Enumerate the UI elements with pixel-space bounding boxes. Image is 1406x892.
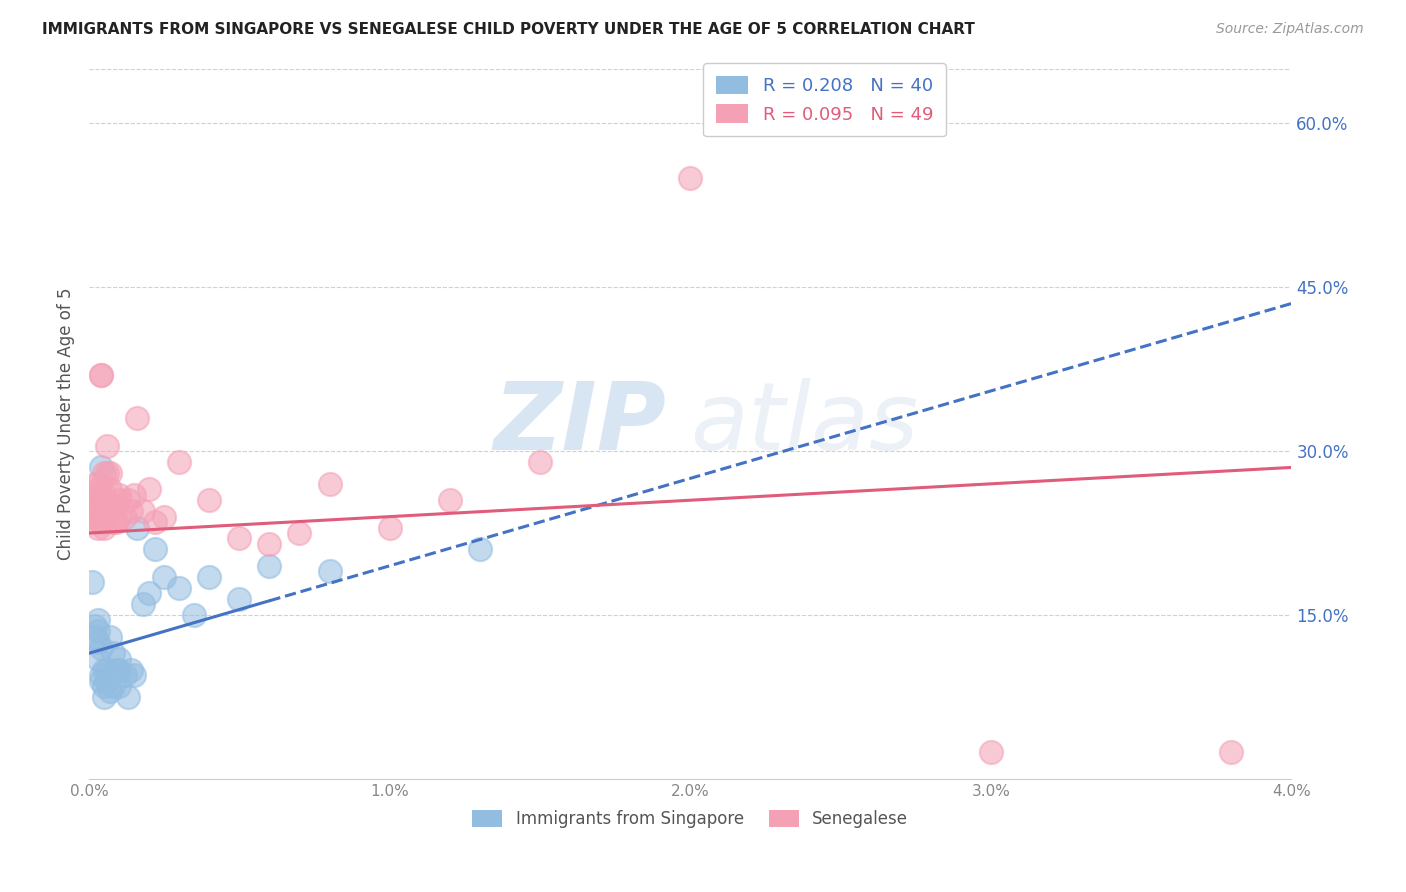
Point xyxy=(529,455,551,469)
Point xyxy=(96,673,118,688)
Point xyxy=(259,537,281,551)
Point xyxy=(90,673,112,688)
Point xyxy=(90,515,112,529)
Point xyxy=(117,493,139,508)
Point xyxy=(84,488,107,502)
Point xyxy=(96,466,118,480)
Point xyxy=(98,684,121,698)
Point xyxy=(84,499,107,513)
Point xyxy=(90,368,112,382)
Point xyxy=(132,504,155,518)
Point xyxy=(93,488,115,502)
Legend: Immigrants from Singapore, Senegalese: Immigrants from Singapore, Senegalese xyxy=(465,803,915,835)
Point xyxy=(90,668,112,682)
Point xyxy=(93,520,115,534)
Point xyxy=(101,646,124,660)
Point xyxy=(120,663,142,677)
Text: Source: ZipAtlas.com: Source: ZipAtlas.com xyxy=(1216,22,1364,37)
Point xyxy=(127,411,149,425)
Point xyxy=(93,663,115,677)
Point xyxy=(153,509,176,524)
Point xyxy=(90,368,112,382)
Point xyxy=(138,586,160,600)
Point xyxy=(138,483,160,497)
Point xyxy=(120,504,142,518)
Point xyxy=(80,515,103,529)
Point xyxy=(90,640,112,655)
Point xyxy=(114,668,136,682)
Point xyxy=(679,170,702,185)
Point xyxy=(288,526,311,541)
Point xyxy=(87,504,110,518)
Point xyxy=(96,663,118,677)
Point xyxy=(198,570,221,584)
Point xyxy=(84,476,107,491)
Point xyxy=(80,575,103,590)
Point xyxy=(93,679,115,693)
Point xyxy=(132,597,155,611)
Point xyxy=(108,651,131,665)
Point xyxy=(87,635,110,649)
Point xyxy=(84,630,107,644)
Point xyxy=(117,690,139,704)
Point xyxy=(90,493,112,508)
Point xyxy=(980,745,1002,759)
Point xyxy=(98,630,121,644)
Point xyxy=(80,509,103,524)
Point xyxy=(228,532,250,546)
Point xyxy=(101,679,124,693)
Point xyxy=(98,483,121,497)
Point xyxy=(153,570,176,584)
Point xyxy=(108,493,131,508)
Point xyxy=(318,564,340,578)
Point xyxy=(84,619,107,633)
Point xyxy=(87,520,110,534)
Point xyxy=(108,663,131,677)
Point xyxy=(80,499,103,513)
Point xyxy=(108,679,131,693)
Point xyxy=(468,542,491,557)
Point xyxy=(318,476,340,491)
Point xyxy=(198,493,221,508)
Point xyxy=(439,493,461,508)
Point xyxy=(122,488,145,502)
Point xyxy=(87,614,110,628)
Point xyxy=(87,651,110,665)
Point xyxy=(259,558,281,573)
Point xyxy=(183,607,205,622)
Text: ZIP: ZIP xyxy=(494,377,666,470)
Point xyxy=(93,690,115,704)
Point xyxy=(98,499,121,513)
Point xyxy=(228,591,250,606)
Point xyxy=(127,520,149,534)
Point xyxy=(1220,745,1243,759)
Point xyxy=(87,476,110,491)
Point xyxy=(101,499,124,513)
Point xyxy=(108,509,131,524)
Point xyxy=(143,542,166,557)
Point xyxy=(167,455,190,469)
Y-axis label: Child Poverty Under the Age of 5: Child Poverty Under the Age of 5 xyxy=(58,287,75,560)
Point xyxy=(108,488,131,502)
Text: IMMIGRANTS FROM SINGAPORE VS SENEGALESE CHILD POVERTY UNDER THE AGE OF 5 CORRELA: IMMIGRANTS FROM SINGAPORE VS SENEGALESE … xyxy=(42,22,974,37)
Point xyxy=(114,509,136,524)
Point xyxy=(105,515,128,529)
Point xyxy=(98,466,121,480)
Point xyxy=(87,483,110,497)
Text: atlas: atlas xyxy=(690,378,918,469)
Point xyxy=(101,515,124,529)
Point xyxy=(378,520,401,534)
Point xyxy=(105,663,128,677)
Point xyxy=(87,624,110,639)
Point xyxy=(143,515,166,529)
Point xyxy=(122,668,145,682)
Point xyxy=(167,581,190,595)
Point xyxy=(90,460,112,475)
Point xyxy=(96,439,118,453)
Point xyxy=(93,466,115,480)
